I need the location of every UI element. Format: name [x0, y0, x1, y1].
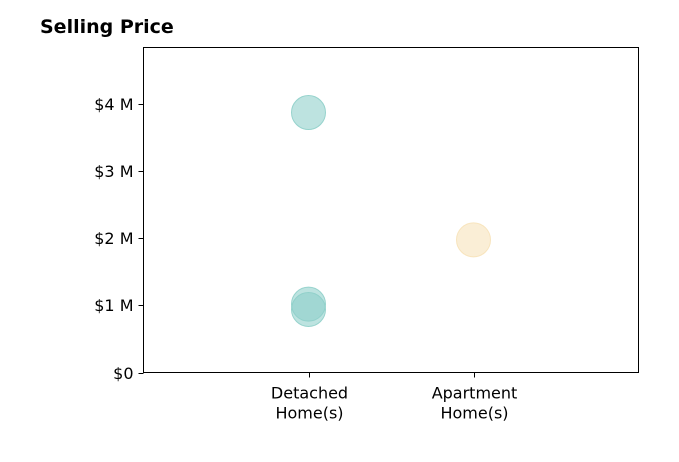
x-tick-label: Apartment: [432, 384, 518, 403]
y-tick-label: $0: [113, 364, 133, 383]
points-layer: [291, 95, 491, 328]
y-tick-label: $2 M: [94, 229, 133, 248]
y-tick-label: $3 M: [94, 162, 133, 181]
data-point: [456, 222, 491, 258]
x-tick-label: Home(s): [440, 404, 508, 423]
plot-frame: [143, 47, 639, 373]
data-point: [291, 292, 326, 328]
chart-title: Selling Price: [40, 16, 174, 38]
y-tick-label: $4 M: [94, 95, 133, 114]
y-axis: $0 $1 M $2 M $3 M $4 M: [94, 95, 144, 383]
x-tick-label: Home(s): [275, 404, 343, 423]
x-tick-label: Detached: [271, 384, 348, 403]
y-tick-label: $1 M: [94, 296, 133, 315]
data-point: [291, 95, 326, 130]
